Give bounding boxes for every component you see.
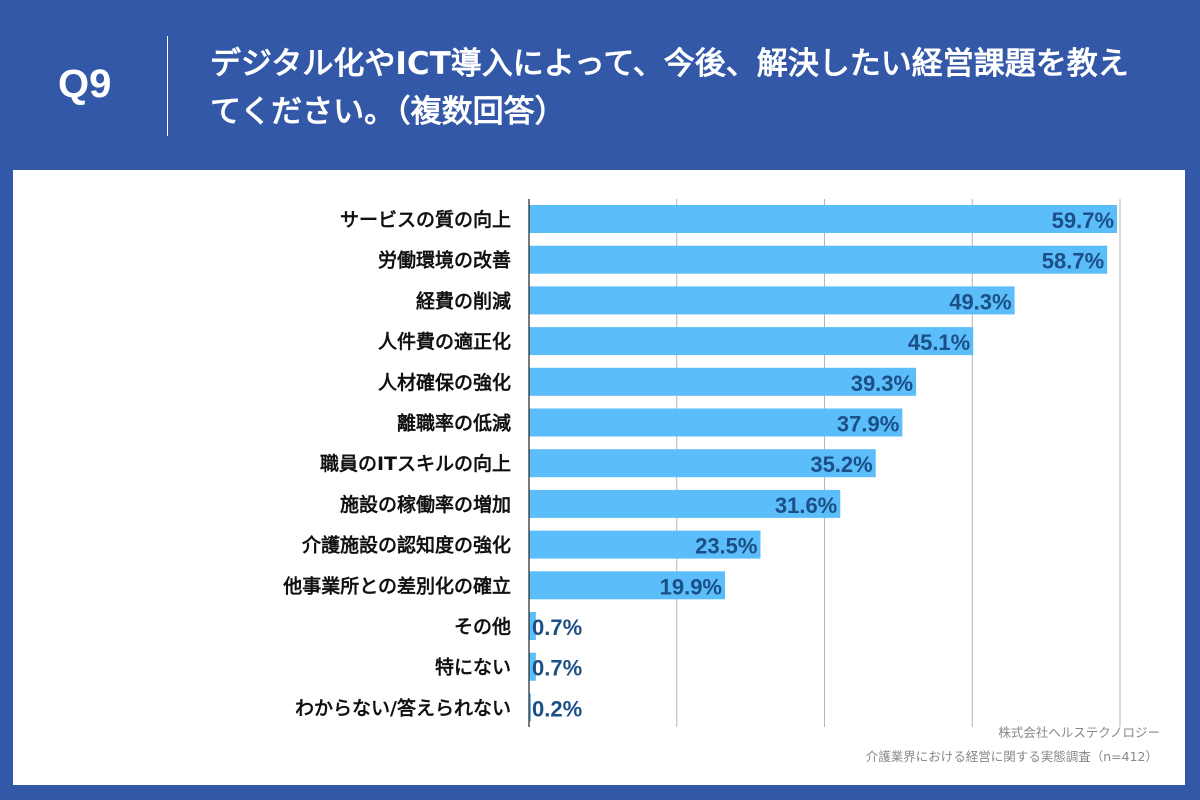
value-label: 31.6% — [775, 493, 837, 518]
category-label: 特にない — [435, 657, 511, 679]
bar — [529, 652, 536, 681]
bar — [529, 327, 974, 356]
bar — [529, 408, 903, 437]
value-label: 0.7% — [532, 656, 582, 681]
header-divider — [167, 36, 168, 136]
value-label: 45.1% — [908, 330, 970, 355]
value-label: 58.7% — [1042, 249, 1104, 274]
category-label: 介護施設の認知度の強化 — [301, 534, 511, 557]
question-number: Q9 — [58, 62, 112, 106]
value-label: 39.3% — [851, 371, 913, 396]
value-label: 0.7% — [532, 615, 582, 640]
source-survey: 介護業界における経営に関する実態調査（n=412） — [865, 749, 1158, 764]
value-label: 35.2% — [810, 452, 872, 477]
category-label: わからない/答えられない — [295, 696, 511, 719]
value-label: 37.9% — [837, 412, 899, 437]
category-label: 人材確保の強化 — [378, 371, 511, 394]
category-label: 労働環境の改善 — [378, 249, 511, 272]
value-label: 19.9% — [660, 574, 722, 599]
category-label: 施設の稼働率の増加 — [340, 493, 511, 516]
bar — [529, 449, 876, 478]
category-label: 他事業所との差別化の確立 — [282, 574, 511, 597]
value-label: 0.2% — [532, 696, 582, 721]
bar — [529, 245, 1108, 274]
value-label: 49.3% — [949, 289, 1011, 314]
source-company: 株式会社ヘルステクノロジー — [998, 725, 1160, 740]
question-title: デジタル化やICT導入によって、今後、解決したい経営課題を教えてください。（複数… — [210, 46, 1129, 130]
value-label: 23.5% — [695, 534, 757, 559]
category-label: 経費の削減 — [416, 289, 511, 312]
bar — [529, 612, 536, 640]
bar — [529, 693, 531, 722]
bar — [529, 286, 1015, 315]
value-label: 59.7% — [1052, 208, 1114, 233]
bar — [529, 571, 726, 600]
category-label: サービスの質の向上 — [340, 208, 511, 231]
category-label: 人件費の適正化 — [378, 330, 511, 353]
bar — [529, 489, 841, 518]
bar — [529, 205, 1118, 233]
bar — [529, 530, 761, 559]
category-label: その他 — [454, 615, 511, 638]
category-label: 職員のITスキルの向上 — [320, 452, 511, 475]
bar — [529, 367, 917, 396]
category-label: 離職率の低減 — [397, 412, 511, 435]
